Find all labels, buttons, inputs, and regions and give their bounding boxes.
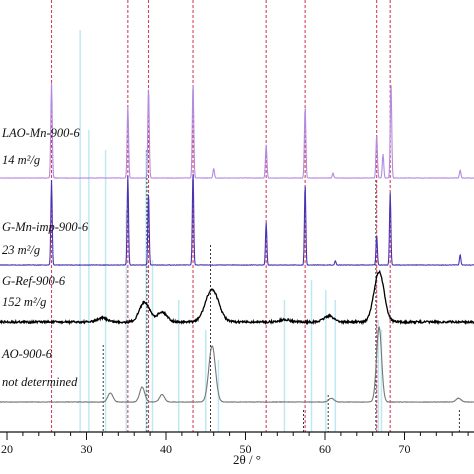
series-3-surface-area: 152 m²/g: [2, 295, 46, 309]
x-tick-label: 70: [399, 442, 411, 456]
series-4-curve: [0, 326, 474, 403]
series-1-surface-area: 14 m²/g: [2, 153, 40, 167]
x-tick-label: 30: [81, 442, 93, 456]
series-1-label: LAO-Mn-900-6: [1, 126, 81, 140]
x-tick-label: 60: [319, 442, 331, 456]
sample-labels: LAO-Mn-900-6 14 m²/g G-Mn-imp-900-6 23 m…: [1, 126, 89, 389]
series-3-label: G-Ref-900-6: [2, 274, 66, 288]
reference-lines: [50, 0, 460, 432]
x-tick-label: 50: [240, 442, 252, 456]
x-tick-label: 40: [160, 442, 172, 456]
series-3-curve: [0, 269, 474, 326]
series-1-curve: [0, 83, 474, 179]
series-2-curve: [0, 173, 474, 266]
x-ticks: 20 30 40 50 60 70: [1, 432, 469, 456]
x-tick-label: 20: [1, 442, 13, 456]
series-4-label: AO-900-6: [1, 347, 53, 361]
x-axis-title: 2θ / °: [233, 452, 261, 467]
series-2-surface-area: 23 m²/g: [2, 243, 40, 257]
diffractogram-curves: [0, 83, 474, 403]
series-2-label: G-Mn-imp-900-6: [2, 220, 89, 234]
series-4-surface-area: not determined: [2, 375, 78, 389]
